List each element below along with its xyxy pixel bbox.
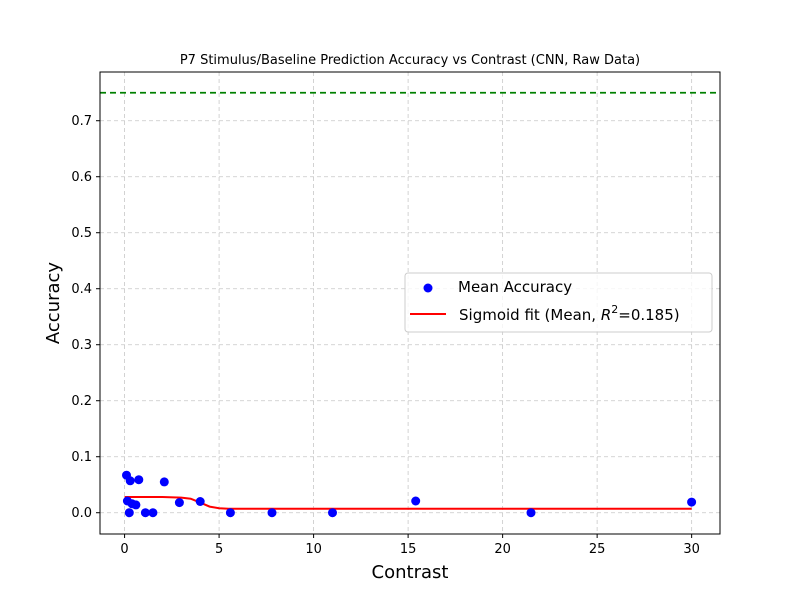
legend-fit-label-prefix: Sigmoid fit (Mean, [459, 306, 601, 324]
plot-frame [99, 71, 721, 535]
data-point [148, 508, 158, 518]
chart-title: P7 Stimulus/Baseline Prediction Accuracy… [180, 53, 640, 68]
data-point [134, 475, 144, 485]
data-point [526, 508, 536, 518]
sigmoid-fit-line [124, 496, 692, 510]
data-point [267, 508, 277, 518]
y-tick-label: 0.2 [71, 394, 92, 409]
y-tick-label: 0.5 [71, 226, 92, 241]
x-tick-label: 15 [400, 542, 417, 557]
x-tick-label: 5 [215, 542, 223, 557]
x-tick-label: 25 [589, 542, 606, 557]
legend-fit-label-suffix: =0.185) [618, 306, 679, 324]
y-tick-label: 0.6 [71, 170, 92, 185]
ticks: 0 5 10 15 20 25 30 0.0 0.1 0.2 0.3 0.4 0.5 0.6 0.7 [71, 114, 700, 557]
legend-fit-label: Sigmoid fit (Mean, R2=0.185) [459, 303, 680, 324]
y-tick-label: 0.3 [71, 338, 92, 353]
data-point [125, 476, 135, 486]
x-tick-label: 0 [120, 542, 128, 557]
y-tick-label: 0.0 [71, 506, 92, 521]
fit-line-layer [124, 496, 692, 510]
data-point [225, 508, 235, 518]
y-tick-label: 0.1 [71, 450, 92, 465]
data-point [411, 496, 421, 506]
x-axis-label: Contrast [372, 562, 449, 583]
y-tick-label: 0.7 [71, 114, 92, 129]
legend: Mean Accuracy Sigmoid fit (Mean, R2=0.18… [404, 272, 713, 333]
x-tick-label: 10 [305, 542, 322, 557]
y-tick-label: 0.4 [71, 282, 92, 297]
legend-scatter-label: Mean Accuracy [458, 278, 572, 296]
y-axis-label: Accuracy [43, 262, 64, 345]
data-point [687, 497, 697, 507]
scatter-layer [122, 470, 697, 518]
x-tick-label: 30 [683, 542, 700, 557]
x-tick-label: 20 [494, 542, 511, 557]
data-point [140, 508, 150, 518]
legend-scatter-marker [423, 283, 433, 293]
data-point [328, 508, 337, 518]
legend-box [404, 272, 713, 333]
data-point [124, 508, 134, 518]
legend-fit-label-r: R [601, 306, 611, 324]
data-point [131, 500, 141, 510]
data-point [174, 498, 184, 508]
legend-fit-label-sup: 2 [611, 303, 618, 316]
data-point [159, 477, 169, 487]
data-point [195, 497, 205, 506]
